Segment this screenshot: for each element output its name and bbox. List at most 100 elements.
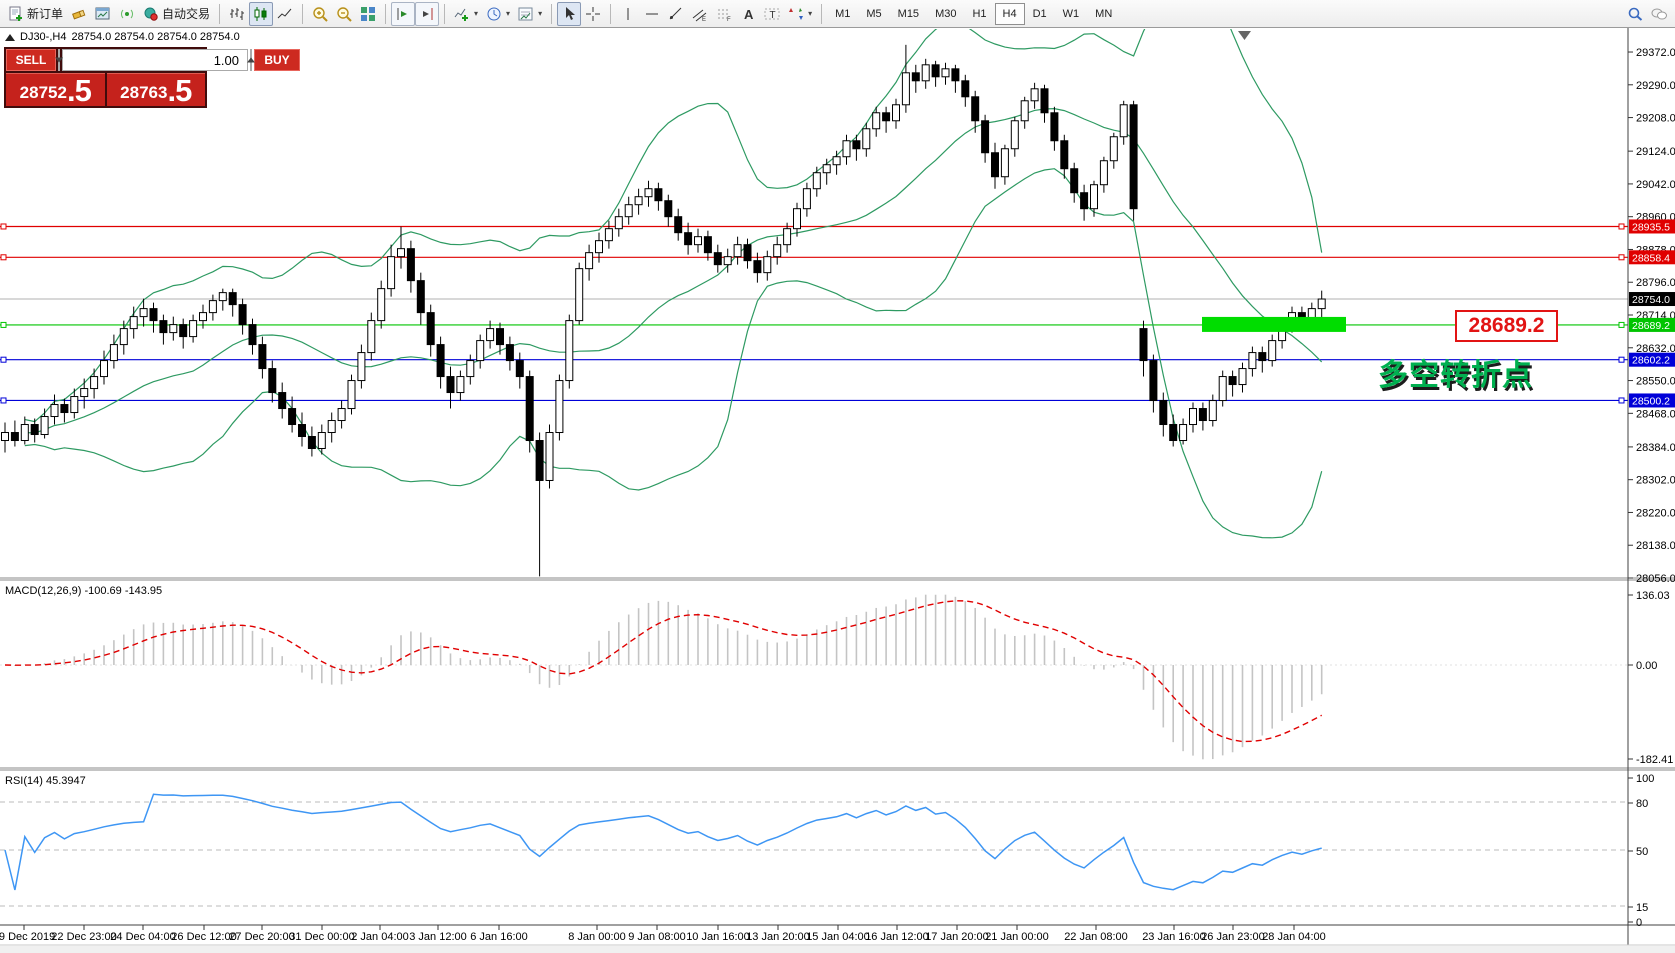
zoom-out-button[interactable] [332, 2, 356, 26]
channel-icon: E [692, 9, 707, 22]
price-tag-28935.5: 28935.5 [1629, 219, 1675, 234]
line-handle[interactable] [0, 397, 7, 404]
buy-button[interactable]: BUY [254, 49, 300, 71]
fibo-icon: F [718, 9, 731, 22]
annotation-text[interactable]: 多空转折点 [1378, 359, 1533, 392]
trendline-button[interactable] [664, 2, 688, 26]
svg-text:15: 15 [1636, 902, 1648, 914]
channel-button[interactable]: E [688, 2, 712, 26]
svg-text:27 Dec 20:00: 27 Dec 20:00 [229, 931, 294, 943]
svg-text:31 Dec 00:00: 31 Dec 00:00 [289, 931, 354, 943]
line-handle[interactable] [1618, 397, 1625, 404]
line-handle[interactable] [0, 223, 7, 230]
timeframe-m15-button[interactable]: M15 [897, 7, 920, 20]
timeframe-h1-button[interactable]: H1 [972, 7, 987, 20]
svg-text:8 Jan 00:00: 8 Jan 00:00 [568, 931, 626, 943]
svg-text:28858.4: 28858.4 [1632, 252, 1670, 264]
clock-icon [487, 7, 501, 20]
vertical-line-button[interactable] [616, 2, 640, 26]
trendline-icon [669, 7, 682, 19]
line-handle[interactable] [1618, 356, 1625, 363]
signal-button[interactable] [115, 2, 139, 26]
macd-axis: 136.03 0.00 -182.41 [1628, 590, 1673, 766]
sell-price[interactable]: 28752 .5 [6, 73, 105, 106]
price-tag-28602.2: 28602.2 [1629, 352, 1675, 367]
search-button[interactable] [1623, 2, 1647, 26]
chart-shift-button[interactable] [391, 1, 416, 26]
svg-text:13 Jan 20:00: 13 Jan 20:00 [746, 931, 810, 943]
indicators-button[interactable]: ▾ [450, 2, 482, 26]
tile-icon [361, 6, 376, 21]
eraser-button[interactable] [67, 2, 91, 26]
volume-decrease-button[interactable] [55, 49, 63, 71]
line-handle[interactable] [1618, 254, 1625, 261]
tile-windows-button[interactable] [356, 2, 380, 26]
text-button[interactable]: A [736, 2, 760, 26]
svg-text:17 Jan 20:00: 17 Jan 20:00 [925, 931, 989, 943]
arrows-button[interactable]: ▾ [784, 2, 816, 26]
svg-text:80: 80 [1636, 798, 1648, 810]
templates-button[interactable]: ▾ [514, 2, 546, 26]
toolbar-separator [444, 3, 446, 24]
svg-text:3 Jan 12:00: 3 Jan 12:00 [409, 931, 467, 943]
collapse-panel-icon[interactable] [5, 33, 15, 41]
buy-price[interactable]: 28763 .5 [106, 73, 205, 106]
symbol-period-label: DJ30-,H4 [20, 31, 67, 43]
timeframe-mn-button[interactable]: MN [1095, 7, 1113, 20]
timeframe-m5-button[interactable]: M5 [866, 7, 882, 20]
text-icon: A [744, 7, 754, 22]
zoom-in-button[interactable] [308, 2, 332, 26]
triangle-up-icon [247, 57, 255, 63]
timeframe-d1-button[interactable]: D1 [1032, 7, 1047, 20]
periods-button[interactable]: ▾ [482, 2, 514, 26]
bar-chart-button[interactable] [225, 2, 249, 26]
svg-text:28302.0: 28302.0 [1636, 475, 1675, 487]
cursor-button[interactable] [557, 1, 582, 26]
label-button[interactable]: T [760, 2, 784, 26]
timeframe-w1-button[interactable]: W1 [1062, 7, 1080, 20]
volume-increase-button[interactable] [247, 49, 255, 71]
line-handle[interactable] [0, 254, 7, 261]
auto-scroll-button[interactable] [415, 1, 440, 26]
chart-window-button[interactable] [91, 2, 115, 26]
svg-text:24 Dec 04:00: 24 Dec 04:00 [110, 931, 175, 943]
line-handle[interactable] [0, 356, 7, 363]
chat-icon [1651, 8, 1667, 19]
toolbar-separator [219, 3, 221, 24]
chevron-down-icon[interactable]: ▾ [474, 9, 479, 18]
volume-input[interactable] [62, 49, 248, 71]
line-handle[interactable] [0, 321, 7, 328]
auto-trading-button[interactable]: 自动交易 [139, 2, 214, 26]
sell-button[interactable]: SELL [6, 49, 56, 71]
fibonacci-button[interactable]: F [712, 2, 736, 26]
magnifier-icon [1628, 7, 1643, 21]
timeframe-m30-button[interactable]: M30 [935, 7, 957, 20]
candles-layer[interactable] [1, 44, 1326, 577]
candlestick-chart-button[interactable] [249, 1, 274, 26]
timeframe-h4-button[interactable]: H4 [994, 2, 1025, 25]
svg-text:28632.0: 28632.0 [1636, 343, 1675, 355]
highlight-zone-rect[interactable] [1202, 316, 1346, 332]
crosshair-button[interactable] [581, 2, 605, 26]
svg-text:9 Jan 08:00: 9 Jan 08:00 [628, 931, 686, 943]
chart-shift-marker[interactable] [1238, 31, 1251, 40]
price-callout-label[interactable]: 28689.2 [1455, 310, 1558, 342]
new-order-button[interactable]: 新订单 [4, 2, 67, 26]
timeframe-m1-button[interactable]: M1 [835, 7, 851, 20]
line-chart-button[interactable] [273, 2, 297, 26]
price-tag-28689.2: 28689.2 [1629, 317, 1675, 332]
chevron-down-icon[interactable]: ▾ [808, 9, 813, 18]
chat-button[interactable] [1647, 2, 1671, 26]
chevron-down-icon[interactable]: ▾ [506, 9, 511, 18]
line-handle[interactable] [1618, 321, 1625, 328]
line-handle[interactable] [1618, 223, 1625, 230]
chevron-down-icon[interactable]: ▾ [538, 9, 543, 18]
svg-text:28796.0: 28796.0 [1636, 277, 1675, 289]
price-axis[interactable]: 29372.029290.029208.029124.029042.028960… [1628, 47, 1675, 585]
horizontal-lines-layer[interactable] [0, 223, 1628, 404]
svg-text:29042.0: 29042.0 [1636, 179, 1675, 191]
horizontal-line-button[interactable] [640, 2, 664, 26]
svg-text:22 Dec 23:00: 22 Dec 23:00 [51, 931, 116, 943]
